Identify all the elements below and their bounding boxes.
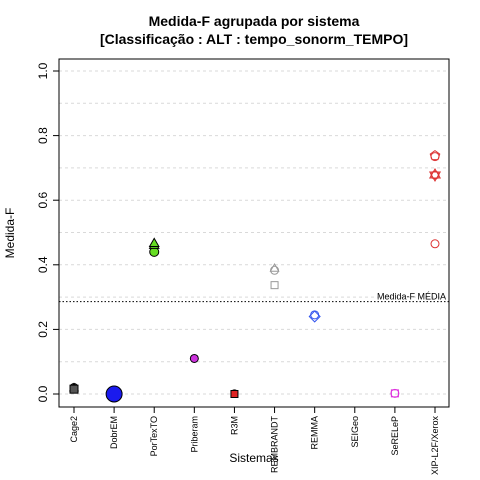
y-tick-label: 0.4 (36, 256, 50, 273)
x-tick-label: R3M (229, 416, 239, 435)
x-tick-label: Priberam (189, 416, 199, 453)
data-point (390, 388, 400, 398)
y-tick-label: 0.6 (36, 192, 50, 209)
data-point (430, 239, 440, 249)
x-tick-label: DobrEM (109, 416, 119, 449)
data-point (269, 263, 280, 272)
plot-frame (58, 58, 450, 408)
y-axis: 0.0 0.2 0.4 0.6 0.8 1.0 (36, 62, 59, 402)
data-point (428, 168, 442, 179)
data-point (390, 389, 399, 398)
data-point (429, 150, 441, 161)
grid-lines (59, 70, 449, 395)
x-tick-label: Cage2 (69, 416, 79, 443)
x-axis: Cage2 DobrEM PorTexTO Priberam R3M REMBRANDT R… (69, 407, 440, 475)
data-point (189, 353, 199, 363)
y-tick-label: 0.2 (36, 321, 50, 338)
data-point (69, 384, 79, 394)
data-point (270, 265, 280, 275)
data-point (310, 310, 320, 320)
data-point (270, 281, 279, 290)
reference-line-label: Medida-F MÉDIA (377, 292, 446, 302)
y-axis-label: Medida-F (3, 208, 17, 259)
y-tick-label: 1.0 (36, 62, 50, 79)
data-point (105, 385, 123, 403)
data-point (428, 171, 442, 183)
x-tick-label: SeRELeP (390, 416, 400, 456)
reference-line-group: Medida-F MÉDIA (59, 292, 449, 303)
data-point (430, 152, 440, 162)
chart-subtitle: [Classificação : ALT : tempo_sonorm_TEMP… (100, 31, 408, 47)
x-axis-label: Sistemas (229, 451, 278, 465)
x-tick-label: REMBRANDT (270, 416, 280, 474)
data-points (68, 150, 442, 403)
x-tick-label: PorTexTO (149, 416, 159, 456)
data-point (148, 237, 160, 247)
y-tick-label: 0.8 (36, 127, 50, 144)
x-tick-label: REMMA (310, 416, 320, 450)
data-point (430, 170, 440, 180)
chart-title: Medida-F agrupada por sistema (149, 13, 360, 29)
x-tick-label: SEIGeo (350, 416, 360, 448)
data-point (230, 390, 239, 398)
x-tick-label: XIP-L2F/Xerox (430, 416, 440, 476)
y-tick-label: 0.0 (36, 385, 50, 402)
data-point (308, 310, 321, 323)
